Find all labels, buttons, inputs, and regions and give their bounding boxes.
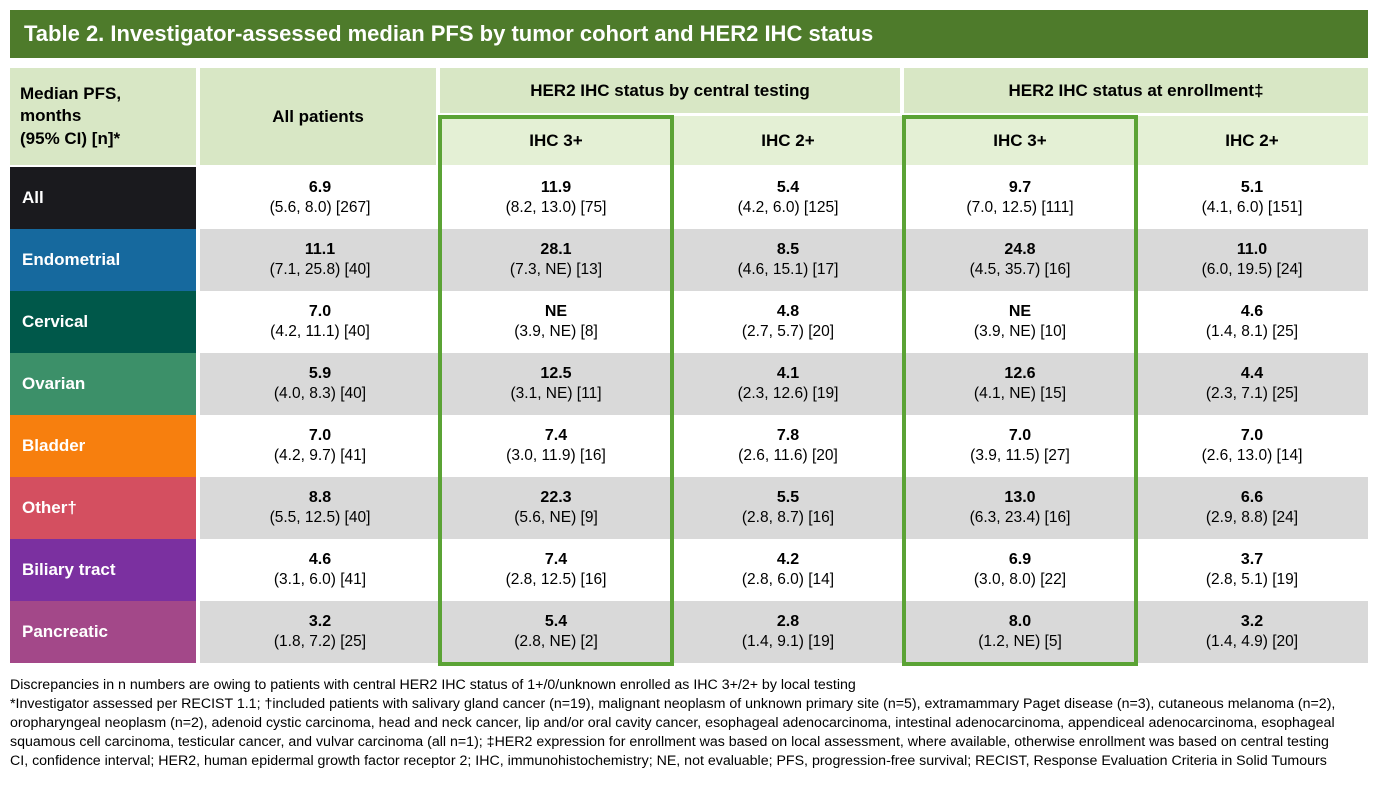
table-cell: 5.5 (2.8, 8.7) [16] <box>741 488 835 527</box>
table-cell: 6.6 (2.9, 8.8) [24] <box>1205 488 1299 527</box>
table-cell: 5.4 (4.2, 6.0) [125] <box>737 178 839 217</box>
table-cell: 28.1 (7.3, NE) [13] <box>509 240 603 279</box>
table-row-bladder: Bladder 7.0 (4.2, 9.7) [41] 7.4 (3.0, 11.9… <box>10 415 1368 477</box>
table-cell: 7.0 (4.2, 11.1) [40] <box>270 302 370 341</box>
row-label: Bladder <box>10 415 200 477</box>
table-cell: 7.8 (2.6, 11.6) [20] <box>738 426 838 465</box>
footnote-discrepancies: Discrepancies in n numbers are owing to … <box>10 677 856 693</box>
table-cell: 12.5 (3.1, NE) [11] <box>510 364 602 403</box>
table-cell: 11.9 (8.2, 13.0) [75] <box>505 178 607 217</box>
header-group-enrollment: HER2 IHC status at enrollment‡ <box>904 68 1368 116</box>
header-group-central-testing: HER2 IHC status by central testing <box>440 68 904 116</box>
table-cell: 7.4 (3.0, 11.9) [16] <box>506 426 606 465</box>
table-cell: 6.9 (5.6, 8.0) [267] <box>269 178 371 217</box>
row-label: Cervical <box>10 291 200 353</box>
table-cell: 3.2 (1.4, 4.9) [20] <box>1205 612 1299 651</box>
table-cell: 6.9 (3.0, 8.0) [22] <box>973 550 1067 589</box>
table-cell: 12.6 (4.1, NE) [15] <box>973 364 1067 403</box>
subheader-central-ihc3: IHC 3+ <box>440 116 672 165</box>
table-cell: 22.3 (5.6, NE) [9] <box>514 488 598 527</box>
row-label: Other† <box>10 477 200 539</box>
table-cell: 5.4 (2.8, NE) [2] <box>514 612 598 651</box>
table-row-endometrial: Endometrial 11.1 (7.1, 25.8) [40] 28.1 (7.… <box>10 229 1368 291</box>
table-cell: 11.1 (7.1, 25.8) [40] <box>269 240 371 279</box>
table-cell: 8.8 (5.5, 12.5) [40] <box>269 488 371 527</box>
table-cell: 4.1 (2.3, 12.6) [19] <box>737 364 839 403</box>
table-row-biliary-tract: Biliary tract 4.6 (3.1, 6.0) [41] 7.4 (2.8… <box>10 539 1368 601</box>
table-cell: 4.2 (2.8, 6.0) [14] <box>741 550 835 589</box>
table-cell: NE (3.9, NE) [10] <box>973 302 1067 341</box>
table-cell: 7.0 (3.9, 11.5) [27] <box>970 426 1070 465</box>
table-cell: 4.4 (2.3, 7.1) [25] <box>1205 364 1299 403</box>
header-all-patients: All patients <box>200 68 440 165</box>
table-cell: 4.6 (1.4, 8.1) [25] <box>1205 302 1299 341</box>
figure-content: Table 2. Investigator-assessed median PF… <box>10 10 1368 770</box>
table-row-other: Other† 8.8 (5.5, 12.5) [40] 22.3 (5.6, NE)… <box>10 477 1368 539</box>
table-cell: 8.0 (1.2, NE) [5] <box>978 612 1062 651</box>
table-cell: 2.8 (1.4, 9.1) [19] <box>741 612 835 651</box>
table-cell: 9.7 (7.0, 12.5) [111] <box>966 178 1074 217</box>
table-title: Table 2. Investigator-assessed median PF… <box>24 21 874 46</box>
header-measure: Median PFS, months (95% CI) [n]* <box>10 68 200 165</box>
table-cell: 7.0 (4.2, 9.7) [41] <box>273 426 367 465</box>
table-cell: 13.0 (6.3, 23.4) [16] <box>969 488 1071 527</box>
footnote-definitions: *Investigator assessed per RECIST 1.1; †… <box>10 695 1336 750</box>
table-cell: 24.8 (4.5, 35.7) [16] <box>969 240 1071 279</box>
footnotes: Discrepancies in n numbers are owing to … <box>10 676 1368 770</box>
row-label: Pancreatic <box>10 601 200 663</box>
row-label: Endometrial <box>10 229 200 291</box>
table-body: All 6.9 (5.6, 8.0) [267] 11.9 (8.2, 13.0) … <box>10 167 1368 663</box>
table-row-ovarian: Ovarian 5.9 (4.0, 8.3) [40] 12.5 (3.1, NE)… <box>10 353 1368 415</box>
table-cell: 5.9 (4.0, 8.3) [40] <box>273 364 367 403</box>
table-header: Median PFS, months (95% CI) [n]* All pat… <box>10 68 1368 165</box>
subheader-central-ihc2: IHC 2+ <box>672 116 904 165</box>
subheader-enrollment-ihc3: IHC 3+ <box>904 116 1136 165</box>
row-label: Biliary tract <box>10 539 200 601</box>
subheader-enrollment-ihc2: IHC 2+ <box>1136 116 1368 165</box>
table-title-bar: Table 2. Investigator-assessed median PF… <box>10 10 1368 58</box>
row-label: Ovarian <box>10 353 200 415</box>
row-label: All <box>10 167 200 229</box>
footnote-abbreviations: CI, confidence interval; HER2, human epi… <box>10 752 1327 769</box>
table-row-pancreatic: Pancreatic 3.2 (1.8, 7.2) [25] 5.4 (2.8, N… <box>10 601 1368 663</box>
table-cell: 4.8 (2.7, 5.7) [20] <box>741 302 835 341</box>
table-cell: 3.7 (2.8, 5.1) [19] <box>1205 550 1299 589</box>
table-cell: 4.6 (3.1, 6.0) [41] <box>273 550 367 589</box>
table-cell: 8.5 (4.6, 15.1) [17] <box>737 240 839 279</box>
table-cell: 11.0 (6.0, 19.5) [24] <box>1201 240 1303 279</box>
table-row-cervical: Cervical 7.0 (4.2, 11.1) [40] NE (3.9, NE)… <box>10 291 1368 353</box>
pfs-table: Median PFS, months (95% CI) [n]* All pat… <box>10 68 1368 663</box>
table-cell: 5.1 (4.1, 6.0) [151] <box>1201 178 1303 217</box>
table-row-all: All 6.9 (5.6, 8.0) [267] 11.9 (8.2, 13.0) … <box>10 167 1368 229</box>
table-cell: 7.0 (2.6, 13.0) [14] <box>1201 426 1303 465</box>
table-cell: 7.4 (2.8, 12.5) [16] <box>505 550 607 589</box>
table-cell: 3.2 (1.8, 7.2) [25] <box>273 612 367 651</box>
table-cell: NE (3.9, NE) [8] <box>514 302 598 341</box>
